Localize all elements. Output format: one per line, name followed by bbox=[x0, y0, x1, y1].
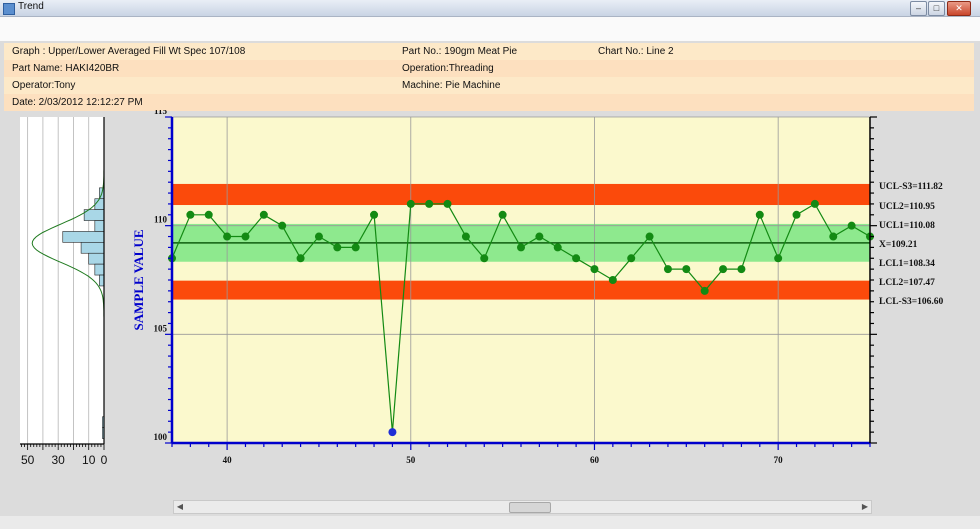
data-point bbox=[406, 199, 415, 208]
data-point bbox=[535, 232, 544, 241]
control-limit-label: UCL2=110.95 bbox=[879, 202, 935, 212]
info-row-date: Date: 2/03/2012 12:12:27 PM bbox=[4, 94, 974, 111]
data-point bbox=[663, 265, 672, 274]
control-chart: 100 105 110 115 40 50 60 70 SAMPLE VALUE UCL-S3=1… bbox=[131, 110, 944, 465]
grid-lines bbox=[172, 116, 870, 444]
info-row-part: Part Name: HAKI420BR Operation:Threading bbox=[4, 60, 974, 77]
y-tick-label: 110 bbox=[154, 215, 168, 225]
histogram-bar bbox=[62, 231, 105, 243]
data-point bbox=[241, 232, 250, 241]
data-point bbox=[517, 243, 525, 252]
histogram-bar bbox=[99, 274, 105, 287]
data-point bbox=[627, 254, 636, 263]
operation-label: Operation:Threading bbox=[402, 63, 494, 74]
data-point bbox=[314, 232, 323, 241]
y-tick-label: 100 bbox=[154, 432, 168, 442]
title-bar: Trend – □ ✕ bbox=[0, 0, 980, 17]
data-point bbox=[608, 276, 617, 284]
upper-control-zone bbox=[172, 183, 870, 206]
part-name-label: Part Name: HAKI420BR bbox=[12, 63, 120, 74]
window-title: Trend bbox=[18, 1, 44, 12]
data-point bbox=[498, 210, 507, 219]
horizontal-scrollbar[interactable]: ◀ ▶ bbox=[173, 500, 872, 514]
data-point bbox=[333, 243, 342, 252]
minimize-button[interactable]: – bbox=[910, 1, 927, 16]
status-strip bbox=[0, 516, 980, 529]
data-point bbox=[186, 210, 195, 219]
histogram-bar bbox=[80, 242, 105, 254]
data-point bbox=[553, 243, 562, 252]
data-point bbox=[223, 232, 232, 241]
y-axis-title: SAMPLE VALUE bbox=[131, 229, 146, 330]
data-point bbox=[810, 199, 819, 208]
control-limit-label: LCL-S3=106.60 bbox=[879, 297, 944, 307]
histogram-tick-label: 0 bbox=[101, 453, 108, 467]
data-point bbox=[590, 265, 599, 274]
x-tick-label: 50 bbox=[406, 455, 416, 465]
scroll-thumb[interactable] bbox=[509, 502, 551, 513]
maximize-button[interactable]: □ bbox=[928, 1, 945, 16]
graph-label: Graph : Upper/Lower Averaged Fill Wt Spe… bbox=[12, 46, 246, 57]
histogram-tick-label: 30 bbox=[52, 453, 66, 467]
control-limit-label: X=109.21 bbox=[879, 240, 918, 250]
data-point bbox=[259, 210, 268, 219]
data-point bbox=[792, 210, 801, 219]
scroll-left-icon[interactable]: ◀ bbox=[176, 502, 184, 511]
chart-no-label: Chart No.: Line 2 bbox=[598, 46, 674, 57]
data-point bbox=[443, 199, 452, 208]
histogram-bar bbox=[88, 252, 105, 265]
data-point bbox=[480, 254, 489, 263]
plot-area bbox=[172, 117, 870, 443]
operator-label: Operator:Tony bbox=[12, 80, 76, 91]
date-label: Date: 2/03/2012 12:12:27 PM bbox=[12, 97, 143, 108]
data-point bbox=[370, 210, 379, 219]
lower-control-zone bbox=[172, 280, 870, 300]
toolbar-area bbox=[0, 17, 980, 41]
data-point bbox=[774, 254, 783, 263]
data-point bbox=[296, 254, 305, 263]
x-tick-label: 70 bbox=[774, 455, 784, 465]
app-icon bbox=[3, 3, 15, 15]
data-point bbox=[572, 254, 581, 263]
control-limit-label: UCL-S3=111.82 bbox=[879, 182, 943, 192]
histogram-tick-label: 50 bbox=[21, 453, 35, 467]
control-limit-label: LCL1=108.34 bbox=[879, 259, 935, 269]
data-point bbox=[847, 221, 856, 230]
x-tick-label: 40 bbox=[223, 455, 233, 465]
data-point bbox=[719, 265, 728, 274]
outlier-point bbox=[388, 428, 397, 437]
histogram-bar bbox=[94, 220, 105, 232]
data-point bbox=[755, 210, 764, 219]
data-point bbox=[700, 286, 709, 295]
close-button[interactable]: ✕ bbox=[947, 1, 971, 16]
histogram-bar bbox=[94, 198, 105, 210]
data-point bbox=[351, 243, 360, 252]
histogram-bar bbox=[94, 263, 105, 276]
data-point bbox=[737, 265, 746, 274]
data-point bbox=[645, 232, 654, 241]
data-point bbox=[204, 210, 213, 219]
x-tick-label: 60 bbox=[590, 455, 600, 465]
histogram-plot bbox=[20, 117, 104, 444]
part-no-label: Part No.: 190gm Meat Pie bbox=[402, 46, 518, 57]
histogram-panel: 50 30 10 0 bbox=[20, 117, 108, 467]
y-tick-label: 105 bbox=[154, 323, 168, 333]
info-row-operator: Operator:Tony Machine: Pie Machine bbox=[4, 77, 974, 94]
control-limit-label: LCL2=107.47 bbox=[879, 278, 935, 288]
machine-label: Machine: Pie Machine bbox=[402, 80, 501, 91]
y-tick-label: 115 bbox=[154, 110, 168, 116]
data-point bbox=[461, 232, 470, 241]
scroll-right-icon[interactable]: ▶ bbox=[861, 502, 869, 511]
info-row-graph: Graph : Upper/Lower Averaged Fill Wt Spe… bbox=[4, 43, 974, 60]
data-point bbox=[682, 265, 691, 274]
control-limit-label: UCL1=110.08 bbox=[879, 221, 935, 231]
data-point bbox=[829, 232, 838, 241]
data-point bbox=[278, 221, 287, 230]
histogram-tick-label: 10 bbox=[82, 453, 96, 467]
data-point bbox=[425, 199, 434, 208]
